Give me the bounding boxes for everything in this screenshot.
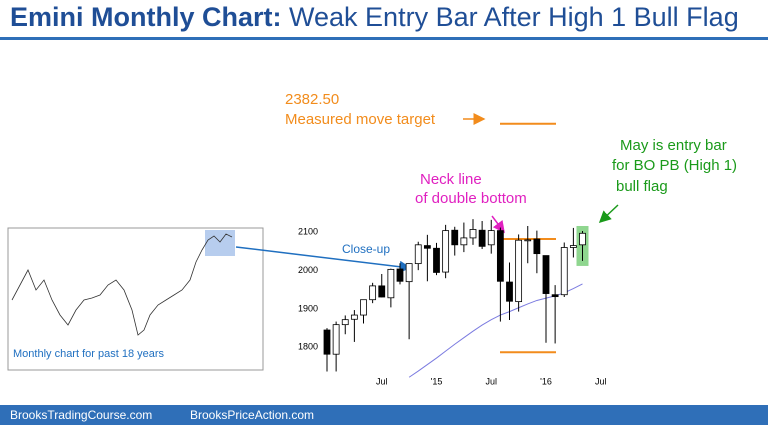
- title-rule: [0, 37, 768, 40]
- candle-body: [451, 229, 459, 246]
- title-rest: Weak Entry Bar After High 1 Bull Flag: [289, 2, 739, 32]
- y-tick-label: 1800: [298, 342, 318, 352]
- candle-body: [533, 238, 541, 255]
- candle-body: [569, 245, 577, 248]
- closeup-arrow: [235, 246, 412, 273]
- footer-link: BrooksPriceAction.com: [190, 408, 315, 422]
- candle-body: [478, 229, 486, 247]
- chart: Monthly chart for past 18 years Close-up…: [7, 91, 737, 386]
- footer: BrooksTradingCourse.com BrooksPriceActio…: [0, 405, 768, 425]
- x-tick-label: Jul: [376, 376, 388, 386]
- candle-body: [332, 324, 340, 355]
- candle-body: [341, 319, 349, 326]
- candle-body: [524, 239, 532, 242]
- x-tick-label: '15: [431, 376, 443, 386]
- x-tick-label: Jul: [595, 376, 607, 386]
- entry-text: May is entry bar: [620, 137, 727, 154]
- neck-arrow: [491, 215, 505, 234]
- title: Emini Monthly Chart: Weak Entry Bar Afte…: [10, 2, 739, 33]
- candle-body: [396, 268, 404, 282]
- candle-body: [405, 263, 413, 283]
- x-tick-label: '16: [540, 376, 552, 386]
- candle-body: [350, 314, 358, 320]
- candle-body: [515, 239, 523, 303]
- target-text: Measured move target: [285, 111, 436, 128]
- candle-body: [369, 285, 377, 301]
- candle-body: [442, 230, 450, 273]
- candle-body: [496, 230, 504, 282]
- candle-body: [506, 281, 513, 302]
- y-tick-label: 2000: [298, 265, 318, 275]
- inset-caption: Monthly chart for past 18 years: [13, 348, 165, 360]
- inset-highlight: [205, 230, 235, 256]
- candle-body: [560, 247, 568, 296]
- moving-average: [408, 283, 583, 378]
- candle-body: [414, 244, 422, 265]
- candle-body: [323, 329, 331, 355]
- closeup-label: Close-up: [342, 242, 390, 256]
- entry-text: for BO PB (High 1): [612, 157, 737, 174]
- candle-body: [360, 299, 367, 316]
- footer-link: BrooksTradingCourse.com: [10, 408, 153, 422]
- candle-body: [387, 268, 395, 299]
- candle-body: [487, 230, 495, 246]
- target-label: 2382.50: [285, 91, 339, 108]
- candle-body: [423, 245, 431, 249]
- candle-body: [460, 237, 468, 246]
- candle-body: [433, 247, 440, 273]
- x-tick-label: Jul: [485, 376, 497, 386]
- neck-text: of double bottom: [415, 190, 527, 207]
- y-tick-label: 2100: [298, 227, 318, 237]
- candle-body: [378, 285, 386, 298]
- y-tick-label: 1900: [298, 303, 318, 313]
- candle-body: [551, 294, 559, 298]
- inset-line: [11, 233, 233, 336]
- candle-body: [579, 232, 586, 246]
- entry-arrow: [598, 204, 619, 224]
- candle-body: [469, 229, 477, 239]
- title-bold: Emini Monthly Chart:: [10, 2, 282, 32]
- entry-text: bull flag: [616, 178, 668, 195]
- neck-text: Neck line: [420, 171, 482, 188]
- candle-body: [542, 255, 550, 294]
